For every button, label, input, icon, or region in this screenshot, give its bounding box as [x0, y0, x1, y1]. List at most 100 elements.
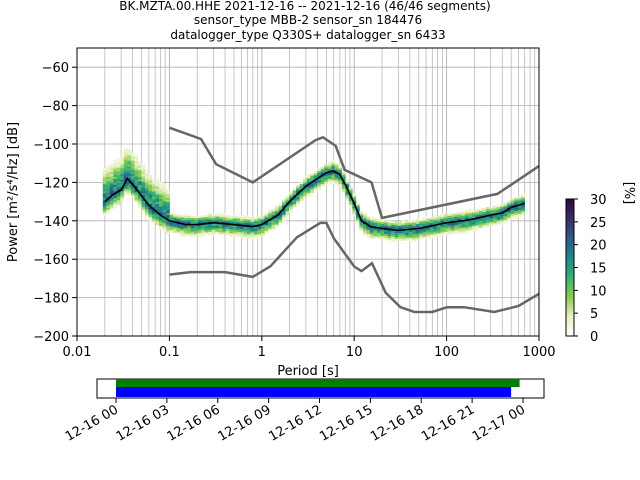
histogram-cell — [285, 214, 290, 217]
histogram-cell — [197, 227, 202, 230]
histogram-cell — [187, 229, 191, 232]
histogram-cell — [450, 230, 455, 233]
data-coverage-bar — [116, 379, 520, 387]
histogram-cell — [352, 206, 357, 209]
histogram-cell — [521, 201, 525, 204]
histogram-cell — [299, 187, 304, 190]
histogram-cell — [148, 209, 153, 212]
colorbar-tick-label: 5 — [590, 307, 598, 322]
histogram-cell — [398, 227, 402, 230]
histogram-cell — [317, 182, 322, 185]
histogram-cell — [366, 235, 371, 238]
histogram-cell — [264, 228, 269, 231]
histogram-cell — [151, 187, 156, 190]
histogram-cell — [222, 220, 227, 223]
histogram-cell — [310, 175, 315, 178]
histogram-cell — [116, 198, 121, 201]
psd-plot-area: 0.01 0.1 1 10 100 1000 −60 −80 −100 −120 −140 −160… — [33, 47, 556, 360]
histogram-cell — [478, 208, 483, 211]
histogram-cell — [208, 220, 213, 223]
histogram-cell — [113, 173, 118, 176]
histogram-cell — [271, 218, 276, 221]
histogram-cell — [503, 213, 508, 217]
histogram-cell — [197, 219, 202, 222]
histogram-cell — [454, 216, 459, 219]
histogram-cell — [391, 232, 395, 235]
histogram-cell — [387, 224, 392, 227]
histogram-cell — [166, 207, 170, 210]
histogram-cell — [503, 208, 508, 211]
histogram-cell — [243, 219, 248, 222]
histogram-cell — [461, 217, 466, 220]
histogram-cell — [310, 188, 315, 192]
histogram-cell — [208, 229, 213, 232]
histogram-cell — [345, 195, 350, 198]
histogram-cell — [151, 218, 156, 221]
histogram-cell — [422, 224, 427, 227]
histogram-cell — [102, 179, 107, 182]
histogram-cell — [369, 229, 374, 232]
histogram-cell — [250, 237, 255, 240]
histogram-cell — [232, 225, 237, 228]
histogram-cell — [500, 208, 504, 211]
histogram-cell — [338, 183, 343, 186]
histogram-cell — [489, 221, 494, 224]
histogram-cell — [408, 218, 413, 221]
histogram-cell — [239, 222, 244, 225]
histogram-cell — [384, 224, 388, 227]
histogram-cell — [116, 173, 121, 176]
histogram-cell — [236, 220, 241, 223]
histogram-cell — [415, 229, 420, 232]
histogram-cell — [134, 176, 139, 179]
histogram-cell — [387, 234, 392, 237]
histogram-cell — [236, 235, 241, 238]
histogram-cell — [264, 226, 269, 229]
histogram-cell — [197, 231, 202, 234]
histogram-cell — [137, 196, 142, 199]
histogram-cell — [517, 211, 522, 214]
histogram-cell — [166, 230, 170, 233]
histogram-cell — [275, 207, 279, 210]
histogram-cell — [468, 212, 473, 215]
histogram-cell — [159, 218, 163, 221]
histogram-cell — [503, 204, 508, 207]
histogram-cell — [317, 170, 322, 173]
histogram-cell — [461, 221, 466, 224]
histogram-cell — [144, 203, 149, 206]
histogram-cell — [377, 221, 381, 224]
histogram-cell — [257, 229, 262, 233]
histogram-cell — [278, 213, 283, 216]
histogram-cell — [341, 176, 346, 179]
histogram-cell — [500, 206, 504, 209]
histogram-cell — [141, 164, 146, 167]
histogram-cell — [306, 187, 311, 190]
histogram-cell — [278, 205, 283, 208]
histogram-cell — [510, 215, 515, 218]
histogram-cell — [155, 190, 160, 193]
histogram-cell — [134, 182, 139, 185]
histogram-cell — [398, 233, 402, 236]
histogram-cell — [180, 232, 184, 235]
histogram-cell — [243, 230, 248, 233]
histogram-cell — [243, 234, 248, 237]
histogram-cell — [310, 177, 315, 180]
histogram-cell — [296, 198, 300, 201]
histogram-cell — [338, 166, 343, 169]
histogram-cell — [239, 234, 244, 237]
histogram-cell — [215, 214, 220, 217]
histogram-cell — [398, 221, 402, 224]
histogram-cell — [120, 160, 125, 163]
histogram-cell — [144, 192, 149, 195]
histogram-cell — [204, 216, 209, 219]
histogram-cell — [236, 218, 241, 221]
histogram-cell — [113, 184, 118, 187]
histogram-cell — [500, 221, 504, 224]
histogram-cell — [355, 216, 360, 219]
timeline-tick-label: 12-16 09 — [216, 402, 274, 444]
histogram-cell — [144, 182, 149, 185]
histogram-cell — [324, 166, 329, 169]
histogram-cell — [447, 232, 452, 236]
histogram-cell — [222, 228, 227, 231]
histogram-cell — [306, 175, 311, 179]
histogram-cell — [116, 159, 121, 162]
